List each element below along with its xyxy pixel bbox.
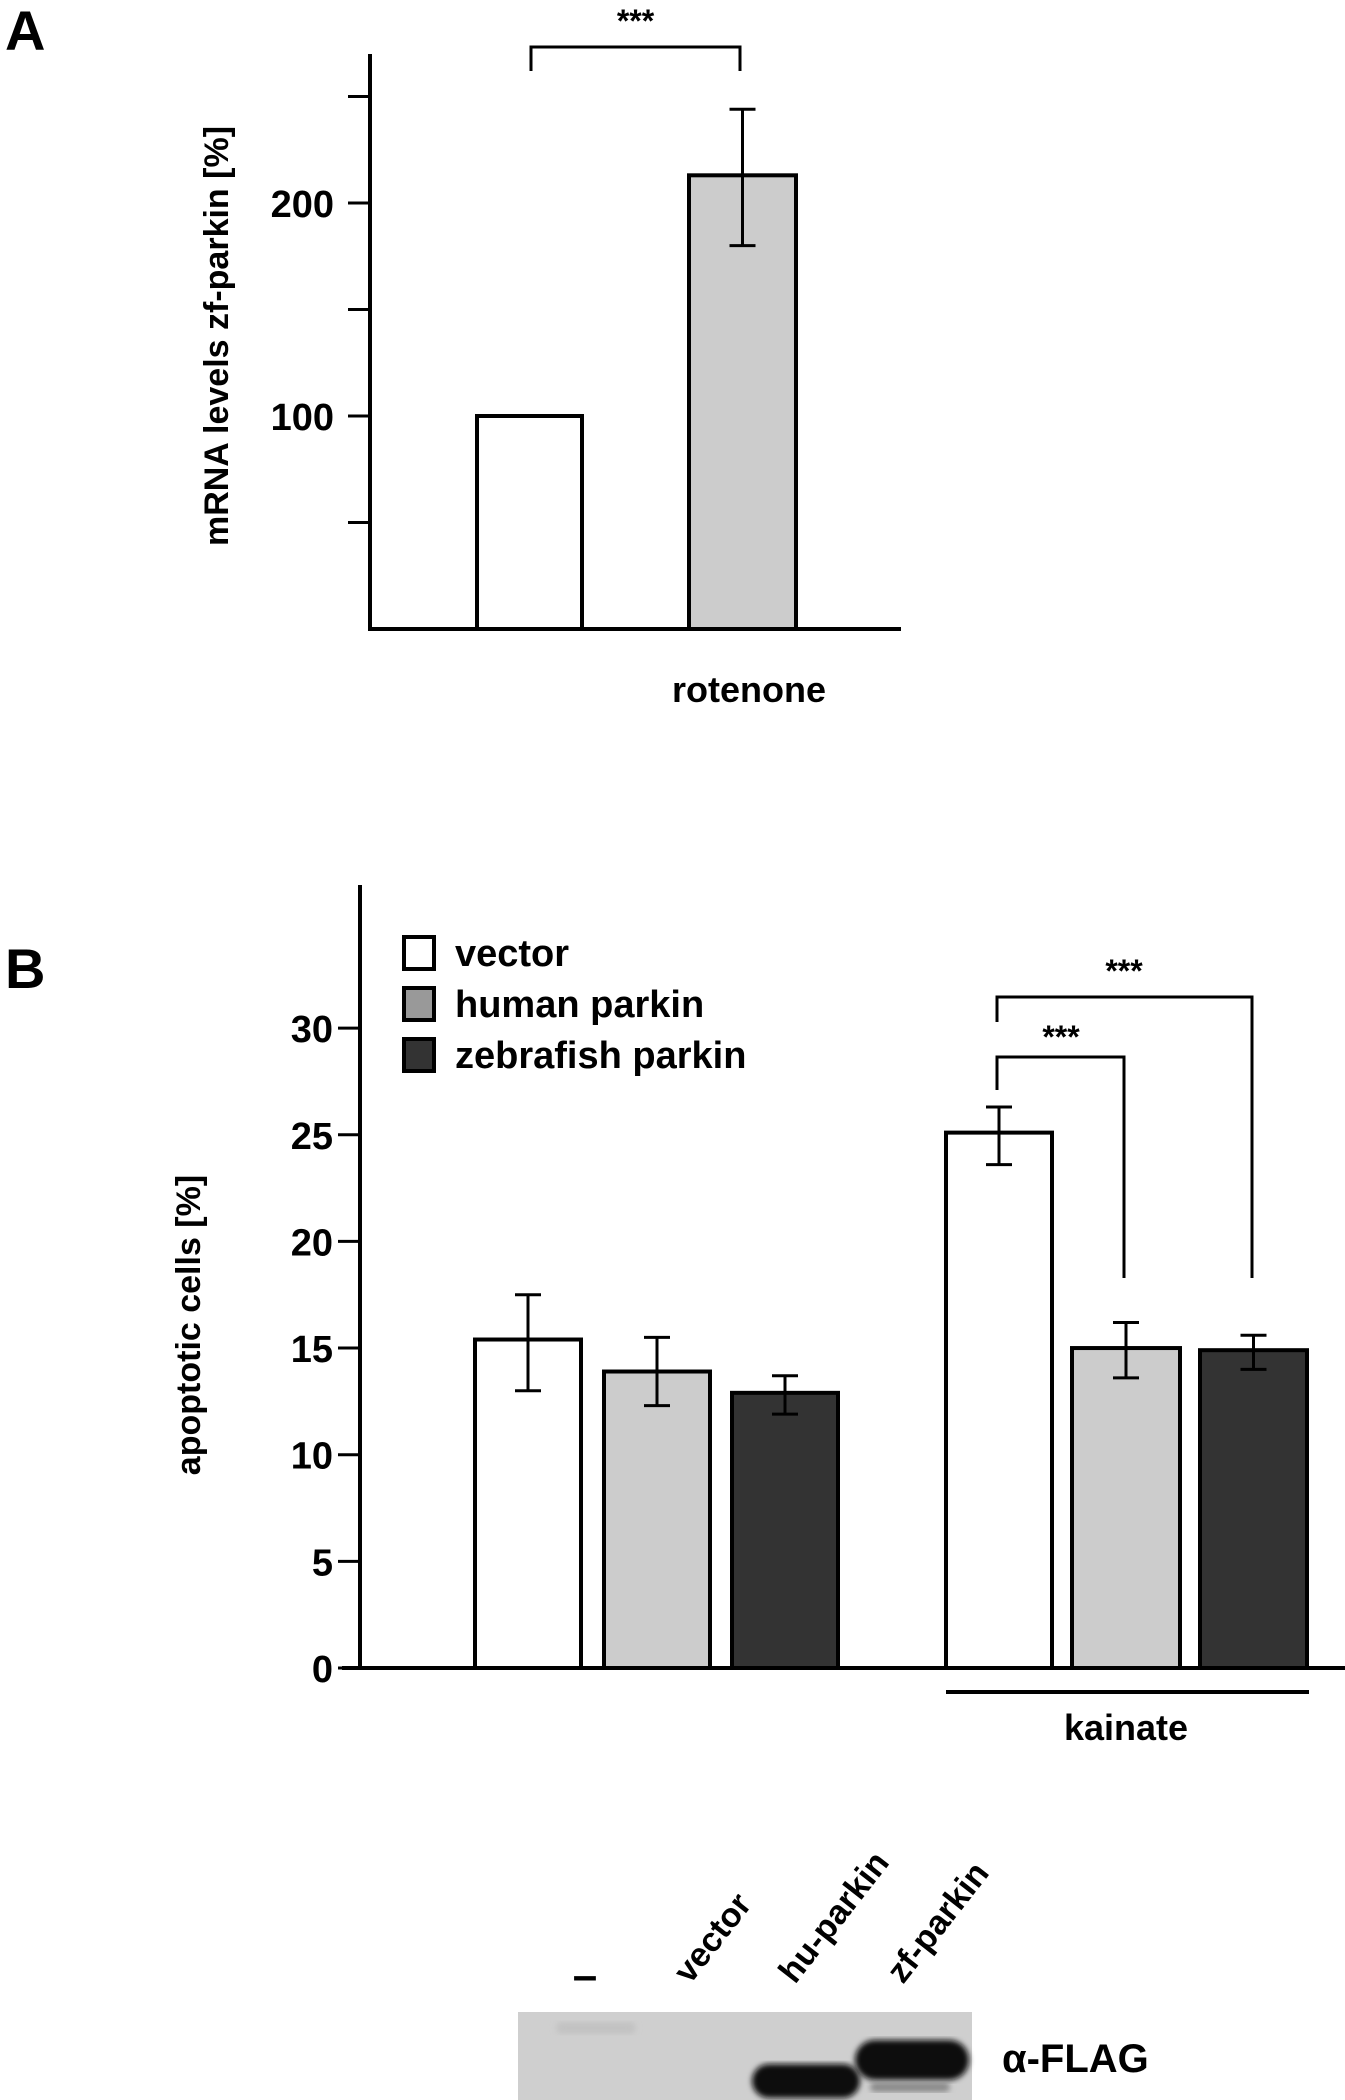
legend-swatch-vector <box>402 935 436 971</box>
chart-b-y-axis-label: apoptotic cells [%] <box>170 1175 208 1475</box>
legend-swatch-human-parkin <box>402 986 436 1022</box>
significance-bracket-vector-vs-human <box>995 1055 1126 1278</box>
y-tick-label: 200 <box>271 184 334 226</box>
western-blot <box>518 2012 972 2100</box>
bar-vector-group-0 <box>473 1337 583 1670</box>
significance-bracket <box>529 45 742 71</box>
y-tick-label: 15 <box>291 1329 333 1371</box>
chart-b: 0 5 10 15 20 25 30 *** *** <box>291 885 1345 1691</box>
significance-bracket-vector-vs-zebrafish <box>995 995 1254 1278</box>
y-tick-label: 10 <box>291 1436 333 1478</box>
kainate-label: kainate <box>1064 1707 1188 1748</box>
chart-a: 100 200 *** <box>271 3 901 631</box>
y-tick-label: 0 <box>312 1649 333 1691</box>
blot-lane-label-hu-parkin: hu-parkin <box>771 1844 896 1989</box>
bar-rotenone <box>687 173 798 631</box>
significance-label: *** <box>617 3 655 39</box>
blot-minor-band-zf-parkin <box>870 2082 950 2092</box>
bar-zebrafish-parkin-group-1 <box>1198 1348 1309 1670</box>
legend-swatch-zebrafish-parkin <box>402 1037 436 1073</box>
y-tick-label: 25 <box>291 1116 333 1158</box>
blot-lane-label-zf-parkin: zf-parkin <box>879 1855 996 1990</box>
y-tick-label: 30 <box>291 1009 333 1051</box>
bar-control <box>475 414 584 631</box>
blot-band-hu-parkin <box>752 2064 860 2098</box>
legend-label-zebrafish-parkin: zebrafish parkin <box>455 1035 746 1077</box>
blot-lane-label-vector: vector <box>666 1886 759 1990</box>
blot-band-zf-parkin <box>855 2040 969 2080</box>
y-tick-label: 100 <box>271 397 334 439</box>
chart-a-y-axis-label: mRNA levels zf-parkin [%] <box>198 126 236 546</box>
panel-label-a: A <box>5 0 45 62</box>
significance-label-vector-vs-zebrafish: *** <box>1105 953 1143 989</box>
blot-faint-band <box>556 2022 636 2034</box>
legend-label-vector: vector <box>455 933 569 975</box>
blot-antibody-label: α-FLAG <box>1002 2037 1149 2081</box>
bar-human-parkin-group-1 <box>1070 1346 1182 1671</box>
y-tick-label: 5 <box>312 1542 333 1584</box>
significance-label-vector-vs-human: *** <box>1042 1019 1080 1055</box>
chart-a-x-label-rotenone: rotenone <box>672 669 826 710</box>
bar-human-parkin-group-0 <box>602 1369 712 1670</box>
blot-lane-label-none: – <box>573 1951 597 2000</box>
panel-label-b: B <box>5 937 45 1000</box>
y-tick-label: 20 <box>291 1222 333 1264</box>
bar-zebrafish-parkin-group-0 <box>730 1390 840 1671</box>
legend-label-human-parkin: human parkin <box>455 984 704 1026</box>
bar-vector-group-1 <box>944 1130 1054 1670</box>
